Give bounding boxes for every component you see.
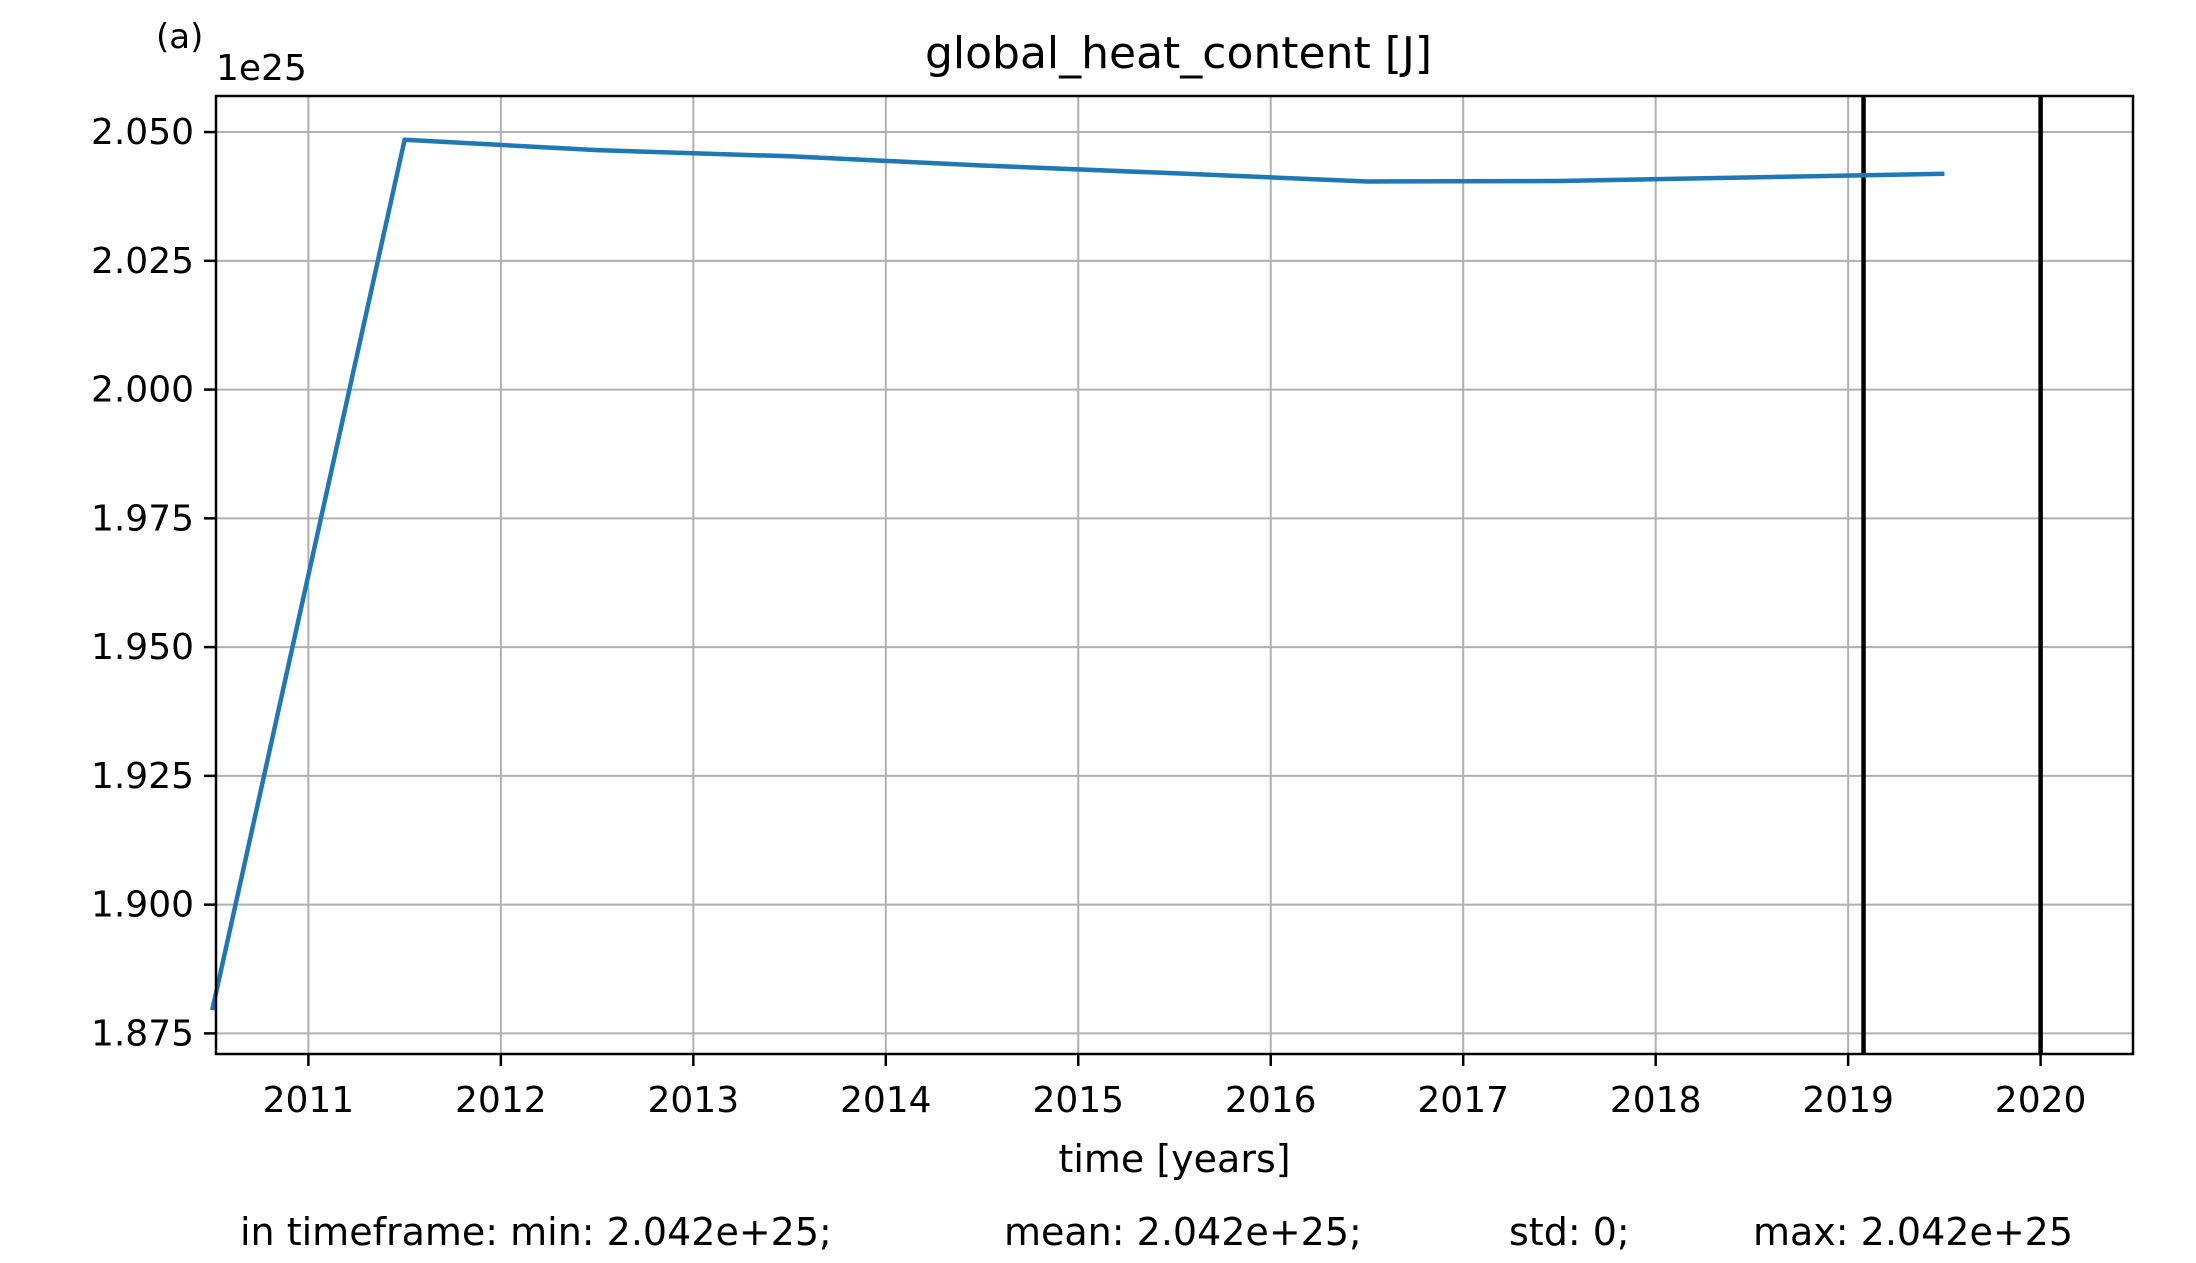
y-tick-label: 1.925: [91, 756, 194, 797]
x-tick-label: 2019: [1802, 1080, 1894, 1121]
y-tick-label: 1.875: [91, 1013, 194, 1054]
x-tick-label: 2015: [1032, 1080, 1124, 1121]
x-tick-label: 2017: [1417, 1080, 1509, 1121]
y-tick-label: 1.950: [91, 627, 194, 668]
stats-max: max: 2.042e+25: [1753, 1210, 2074, 1254]
stats-mean: mean: 2.042e+25;: [1004, 1210, 1362, 1254]
x-tick-label: 2018: [1610, 1080, 1702, 1121]
chart: 2011 2012 2013 2014 2015 2016 2017 2018 2019 2020…: [91, 17, 2135, 1181]
x-tick-label: 2016: [1225, 1080, 1317, 1121]
y-tick-label: 2.050: [91, 112, 194, 153]
series-line: [210, 137, 1945, 1011]
stats-std: std: 0;: [1509, 1210, 1630, 1254]
panel-label: (a): [156, 17, 203, 57]
y-tick-label: 1.975: [91, 498, 194, 539]
y-tick-label: 2.025: [91, 241, 194, 282]
y-tick-label: 1.900: [91, 885, 194, 926]
reference-lines: [1861, 96, 2043, 1054]
x-tick-label: 2012: [455, 1080, 547, 1121]
plot-frame: [214, 94, 2135, 1056]
stats-line: in timeframe: min: 2.042e+25; mean: 2.04…: [0, 1210, 2196, 1260]
x-axis-ticks: 2011 2012 2013 2014 2015 2016 2017 2018 2019 2020: [263, 1054, 2087, 1121]
x-tick-label: 2011: [263, 1080, 355, 1121]
x-tick-label: 2013: [648, 1080, 740, 1121]
y-tick-label: 2.000: [91, 370, 194, 411]
y-axis-ticks: 1.875 1.900 1.925 1.950 1.975 2.000 2.025 2.050: [91, 112, 216, 1054]
x-tick-label: 2014: [840, 1080, 932, 1121]
y-offset-label: 1e25: [216, 48, 307, 89]
grid-lines: [216, 96, 2133, 1054]
x-axis-label: time [years]: [1058, 1137, 1290, 1181]
series-layer: [210, 137, 1945, 1011]
x-tick-label: 2020: [1995, 1080, 2087, 1121]
stats-min: in timeframe: min: 2.042e+25;: [240, 1210, 832, 1254]
chart-title: global_heat_content [J]: [925, 28, 1432, 79]
